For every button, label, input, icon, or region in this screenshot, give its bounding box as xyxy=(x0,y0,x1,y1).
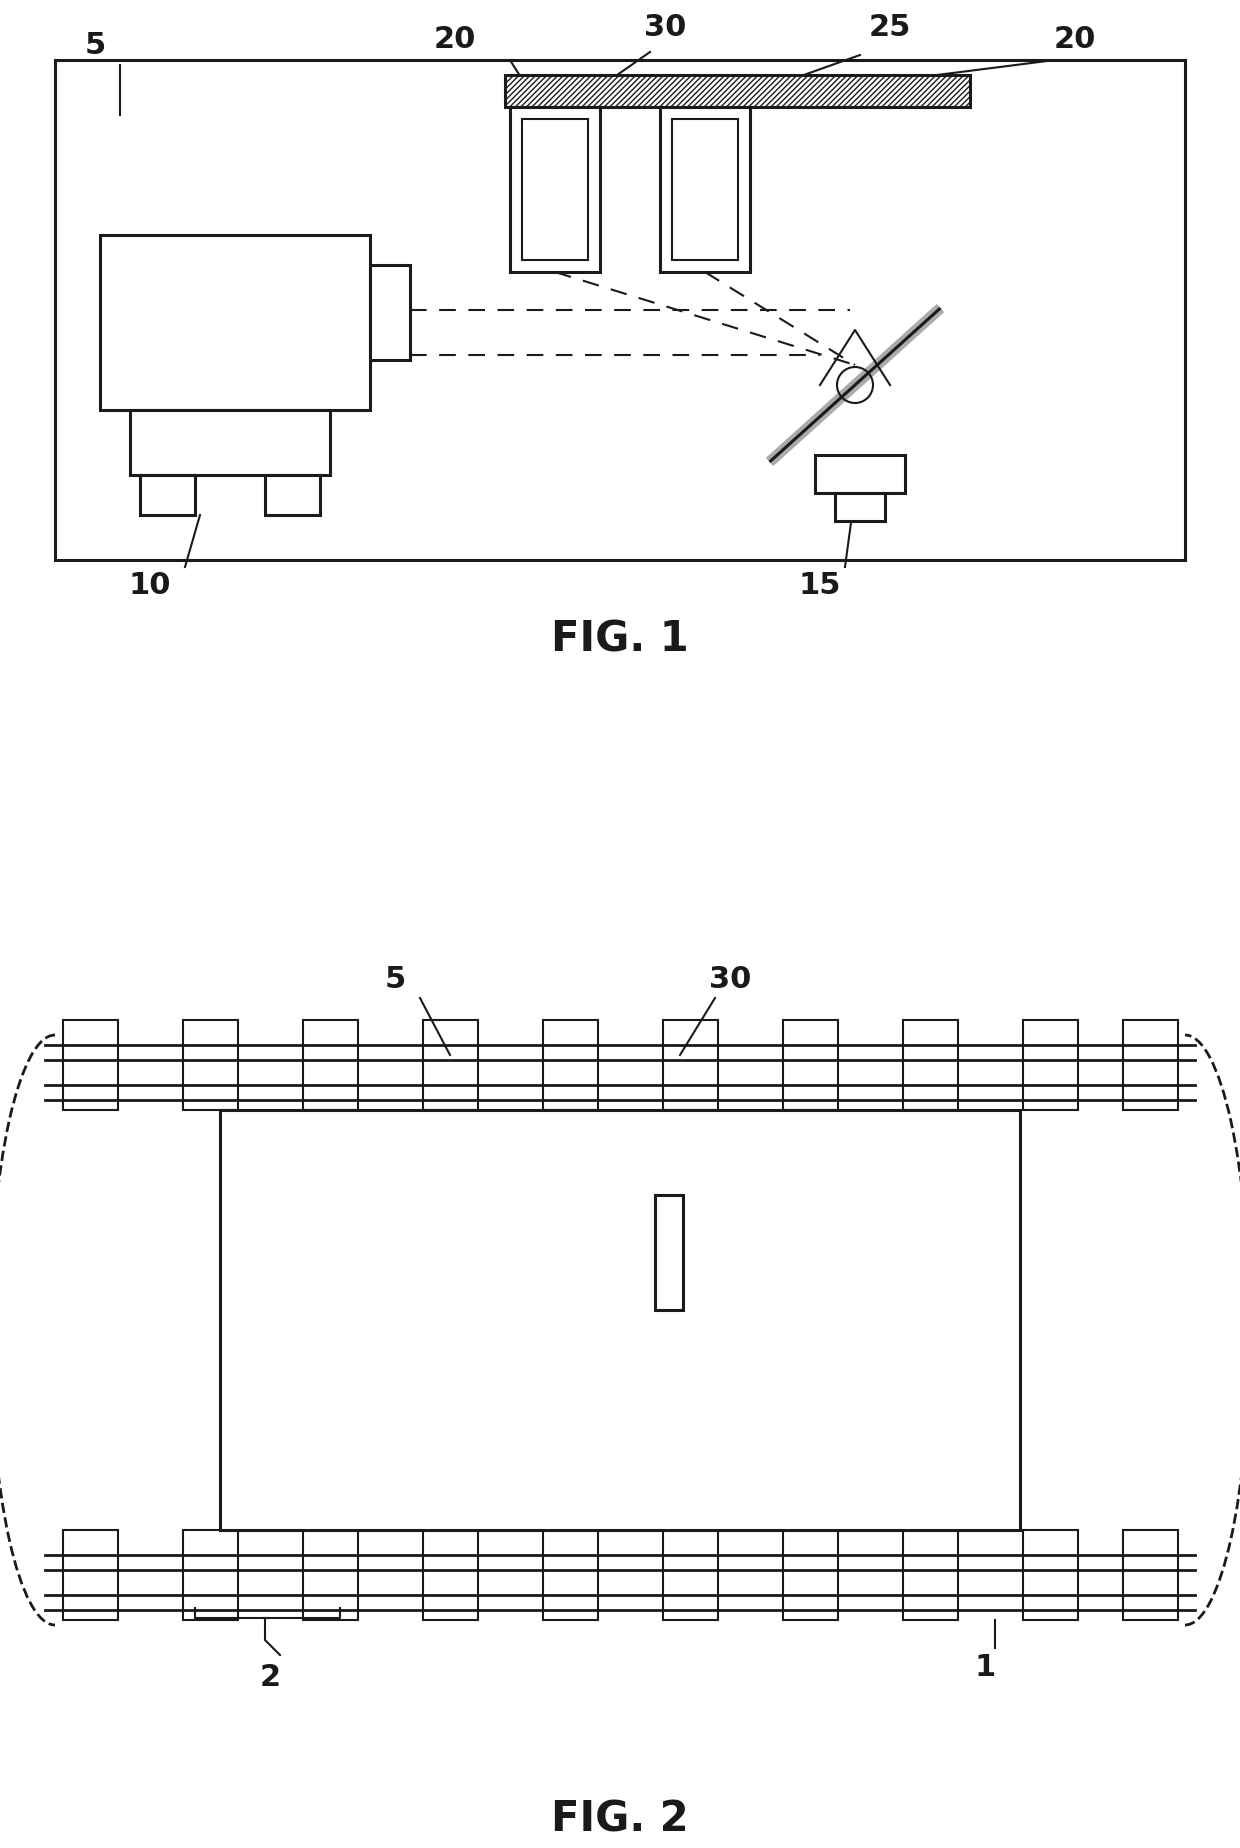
Bar xyxy=(655,1196,683,1310)
Bar xyxy=(1023,1530,1078,1621)
Text: 10: 10 xyxy=(129,571,171,599)
Bar xyxy=(662,1530,718,1621)
Bar xyxy=(672,118,738,261)
Text: FIG. 2: FIG. 2 xyxy=(552,1798,688,1841)
Text: 15: 15 xyxy=(799,571,841,599)
Bar xyxy=(265,475,320,516)
Bar xyxy=(55,59,1185,560)
Bar xyxy=(303,1530,357,1621)
Text: 1: 1 xyxy=(975,1654,996,1682)
Text: 5: 5 xyxy=(84,31,105,59)
Bar xyxy=(1122,1020,1178,1111)
Bar xyxy=(543,1530,598,1621)
Text: 5: 5 xyxy=(384,965,405,994)
Bar xyxy=(505,76,970,107)
Bar xyxy=(219,1111,1021,1530)
Text: FIG. 1: FIG. 1 xyxy=(551,619,689,662)
Bar xyxy=(1023,1020,1078,1111)
Bar xyxy=(662,1020,718,1111)
Bar xyxy=(303,1020,357,1111)
Text: 30: 30 xyxy=(644,13,686,43)
Bar xyxy=(543,1020,598,1111)
Bar xyxy=(423,1530,477,1621)
Bar xyxy=(510,107,600,272)
Bar xyxy=(903,1020,957,1111)
Bar xyxy=(815,455,905,493)
Bar xyxy=(782,1530,837,1621)
Text: 20: 20 xyxy=(1054,26,1096,54)
Bar xyxy=(182,1530,238,1621)
Bar xyxy=(835,493,885,521)
Bar xyxy=(182,1020,238,1111)
Text: 20: 20 xyxy=(434,26,476,54)
Bar xyxy=(903,1530,957,1621)
Bar xyxy=(62,1020,118,1111)
Bar xyxy=(1122,1530,1178,1621)
Bar xyxy=(522,118,588,261)
Bar xyxy=(370,264,410,360)
Text: 2: 2 xyxy=(259,1663,280,1693)
Bar xyxy=(62,1530,118,1621)
Text: 25: 25 xyxy=(869,13,911,43)
Text: 30: 30 xyxy=(709,965,751,994)
Bar xyxy=(130,410,330,475)
Bar xyxy=(100,235,370,410)
Bar xyxy=(782,1020,837,1111)
Bar xyxy=(423,1020,477,1111)
Bar xyxy=(660,107,750,272)
Bar xyxy=(140,475,195,516)
